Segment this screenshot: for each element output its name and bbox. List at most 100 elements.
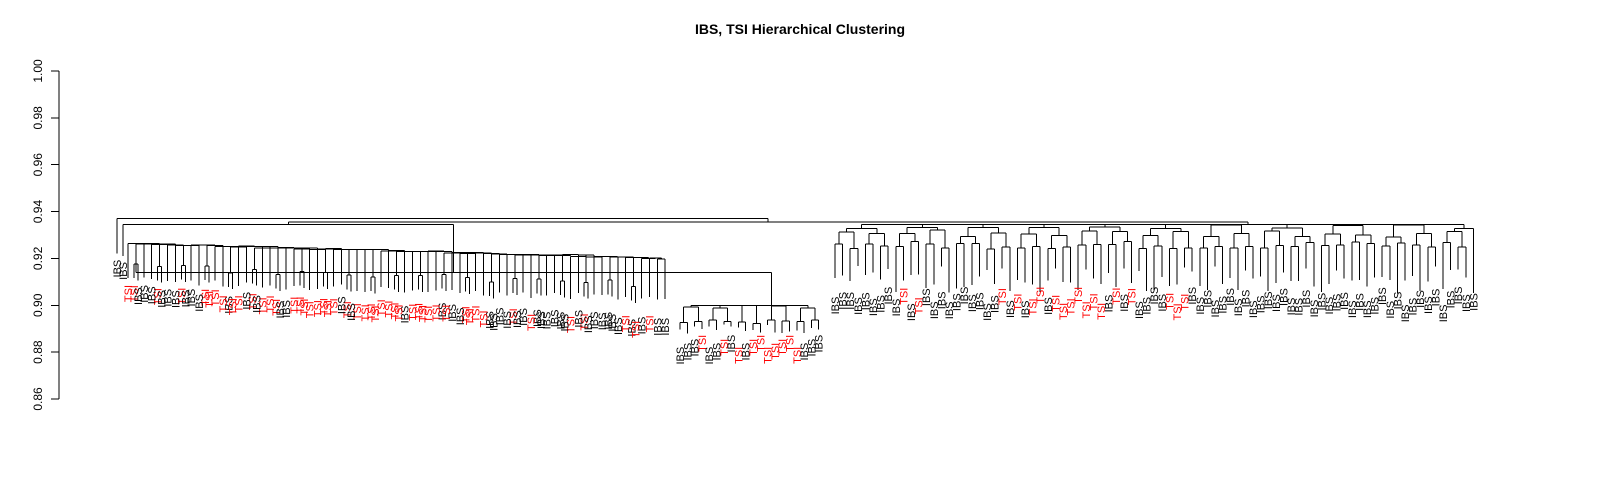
leaf-label: IBS <box>112 260 124 278</box>
leaf-label: IBS <box>876 295 888 313</box>
leaf-label: IBS <box>532 309 544 327</box>
leaf-label: IBS <box>346 303 358 321</box>
leaf-label: IBS <box>170 290 182 308</box>
leaf-label: IBS <box>1430 289 1442 307</box>
leaf-label: IBS <box>224 296 236 314</box>
y-tick-label: 0.86 <box>31 387 45 411</box>
leaf-label: TSI <box>407 304 419 321</box>
leaf-label: TSI <box>697 335 709 352</box>
leaf-label: IBS <box>1210 300 1222 318</box>
leaf-label: IBS <box>1218 296 1230 314</box>
y-tick-label: 0.88 <box>31 340 45 364</box>
leaf-label: IBS <box>1248 300 1260 318</box>
leaf-label: IBS <box>336 296 348 314</box>
leaf-label: IBS <box>1233 298 1245 316</box>
leaf-label: IBS <box>1278 288 1290 306</box>
leaf-label: TSI <box>733 347 745 364</box>
leaf-label: TSI <box>461 306 473 323</box>
leaf-label: TSI <box>431 304 443 321</box>
leaf-label: TSI <box>384 301 396 318</box>
leaf-label: IBS <box>437 303 449 321</box>
leaf-label: TSI <box>1050 295 1062 312</box>
leaf-label: TSI <box>123 285 135 302</box>
leaf-label: TSI <box>748 339 760 356</box>
leaf-label: TSI <box>898 288 910 305</box>
leaf-label: IBS <box>1043 297 1055 315</box>
leaf-label: IBS <box>704 347 716 365</box>
leaf-label: IBS <box>1142 297 1154 315</box>
leaf-label: TSI <box>200 289 212 306</box>
leaf-label: IBS <box>494 308 506 326</box>
leaf-label: IBS <box>1149 287 1161 305</box>
leaf-label: IBS <box>502 311 514 329</box>
leaf-label: IBS <box>242 292 254 310</box>
leaf-label: IBS <box>891 299 903 317</box>
leaf-label: IBS <box>1005 300 1017 318</box>
leaf-label: IBS <box>1286 298 1298 316</box>
leaf-label: IBS <box>186 289 198 307</box>
leaf-label: TSI <box>997 288 1009 305</box>
leaf-label: TSI <box>579 313 591 330</box>
leaf-label: TSI <box>305 301 317 318</box>
leaf-label: IBS <box>1377 287 1389 305</box>
leaf-label: IBS <box>1256 296 1268 314</box>
leaf-labels: IBSIBSIBSIBSTSIIBSIBSTSITSIIBSIBSIBSIBSI… <box>112 260 1480 365</box>
leaf-label: IBS <box>180 290 192 308</box>
leaf-label: IBS <box>929 301 941 319</box>
leaf-label: TSI <box>228 298 240 315</box>
leaf-label: TSI <box>313 300 325 317</box>
leaf-label: TSI <box>370 305 382 322</box>
leaf-label: IBS <box>741 343 753 361</box>
leaf-label: TSI <box>914 297 926 314</box>
leaf-label: IBS <box>556 312 568 330</box>
y-tick-label: 0.96 <box>31 153 45 177</box>
leaf-label: TSI <box>479 310 491 327</box>
leaf-label: IBS <box>613 317 625 335</box>
leaf-label: IBS <box>860 292 872 310</box>
y-axis: 0.86 0.88 0.90 0.92 0.94 0.96 0.98 1.00 <box>31 59 60 411</box>
leaf-label: TSI <box>1081 301 1093 318</box>
leaf-label: IBS <box>830 297 842 315</box>
leaf-label: IBS <box>660 318 672 336</box>
leaf-label: IBS <box>845 292 857 310</box>
leaf-label: IBS <box>853 297 865 315</box>
leaf-label: TSI <box>328 298 340 315</box>
leaf-label: TSI <box>265 295 277 312</box>
leaf-label: TSI <box>508 308 520 325</box>
leaf-label: IBS <box>550 310 562 328</box>
leaf-label: TSI <box>413 303 425 320</box>
leaf-label: TSI <box>1172 303 1184 320</box>
leaf-label: IBS <box>1294 298 1306 316</box>
leaf-label: TSI <box>785 335 797 352</box>
leaf-label: IBS <box>1119 294 1131 312</box>
leaf-label: TSI <box>719 339 731 356</box>
leaf-label: TSI <box>1028 298 1040 315</box>
leaf-label: IBS <box>589 312 601 330</box>
leaf-label: TSI <box>471 305 483 322</box>
leaf-label: TSI <box>1126 288 1138 305</box>
leaf-label: TSI <box>352 303 364 320</box>
leaf-label: IBS <box>1423 296 1435 314</box>
leaf-label: IBS <box>1453 287 1465 305</box>
leaf-label: IBS <box>400 306 412 324</box>
leaf-label: IBS <box>455 307 467 325</box>
leaf-label: IBS <box>573 310 585 328</box>
leaf-label: TSI <box>1111 288 1123 305</box>
leaf-label: TSI <box>1012 294 1024 311</box>
leaf-label: TSI <box>1164 293 1176 310</box>
leaf-label: TSI <box>441 305 453 322</box>
leaf-label: IBS <box>690 339 702 357</box>
leaf-label: IBS <box>675 347 687 365</box>
leaf-label: TSI <box>1180 294 1192 311</box>
leaf-label: IBS <box>1370 297 1382 315</box>
leaf-label: IBS <box>1362 300 1374 318</box>
leaf-label: TSI <box>1066 298 1078 315</box>
leaf-label: TSI <box>1073 287 1085 304</box>
leaf-label: IBS <box>883 287 895 305</box>
leaf-label: IBS <box>868 298 880 316</box>
leaf-label: IBS <box>974 292 986 310</box>
leaf-label: IBS <box>712 343 724 361</box>
leaf-label: IBS <box>1408 298 1420 316</box>
leaf-label: TSI <box>319 298 331 315</box>
leaf-label: IBS <box>512 310 524 328</box>
